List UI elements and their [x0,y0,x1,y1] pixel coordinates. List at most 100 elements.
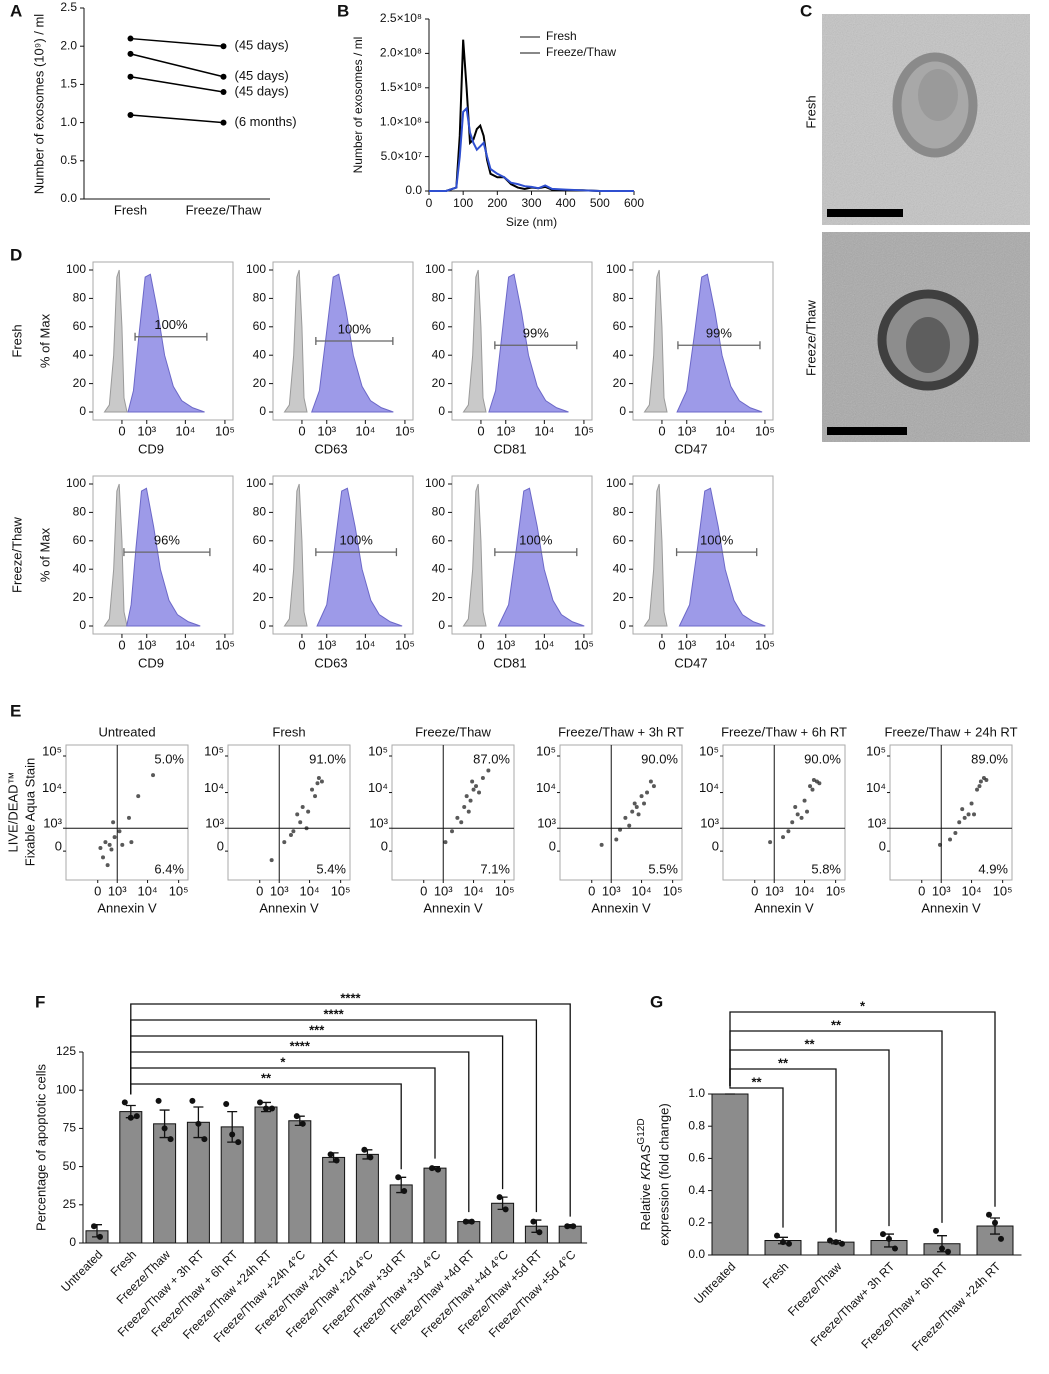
event-dot [632,801,637,806]
data-point [229,1131,236,1138]
data-point [235,1139,242,1146]
event-dot [459,820,464,825]
event-dot [599,842,604,847]
y-tick-label: 2.5×10⁸ [380,11,422,25]
y-tick-label: 20 [73,590,87,604]
bar [355,1153,379,1244]
data-point [462,1218,469,1225]
data-point [299,1120,306,1127]
x-tick-label: 0 [477,423,484,438]
y-tick-label: 40 [73,347,87,361]
plot-frame [559,744,683,881]
plot-title: Freeze/Thaw + 6h RT [721,724,847,739]
row-label: Fresh [9,324,24,357]
x-axis-label: Size (nm) [506,215,557,229]
histogram-area [126,487,201,627]
gate [315,548,398,557]
gate [134,332,208,341]
y-tick-label: 10³ [369,816,388,831]
y-tick-label: 0 [712,839,719,854]
y-tick-label: 2.5 [60,0,77,14]
histogram-area [283,269,308,413]
x-tick-label: 10⁵ [215,637,235,652]
plot-title: Freeze/Thaw [415,724,491,739]
plot-title: Freeze/Thaw + 24h RT [884,724,1017,739]
x-tick-label: 10³ [270,883,289,898]
x-tick-label: 10³ [932,883,951,898]
point [220,89,227,96]
histogram-area [643,483,668,627]
data-point [133,1113,140,1120]
gate [123,548,211,557]
data-point [939,1245,945,1252]
data-point [263,1105,269,1112]
event-dot [282,840,287,845]
event-dot [978,779,983,784]
y-tick-label: 80 [432,291,446,305]
data-point [367,1154,374,1161]
bar [558,1225,582,1244]
y-tick-label: 0 [879,839,886,854]
y-tick-label: 100 [66,262,86,276]
x-axis-label: Annexin V [423,900,483,915]
y-tick-label: 40 [253,561,267,575]
scale-bar [827,209,903,217]
y-tick-label: 20 [432,376,446,390]
y-tick-label: 100 [425,476,445,490]
panel-letter: B [337,1,349,20]
event-dot [101,855,106,860]
x-tick-label: 10⁴ [962,883,982,898]
plot-title: Freeze/Thaw + 3h RT [558,724,684,739]
x-tick-label: 0 [298,637,305,652]
significance-label: **** [323,1006,344,1021]
data-point [998,1235,1004,1242]
series-line [429,39,634,192]
data-point [468,1218,475,1225]
annotation: (6 months) [235,114,297,129]
event-dot [109,847,114,852]
data-point [167,1136,174,1143]
x-axis-label: CD47 [674,441,707,456]
x-tick-label: Untreated [58,1247,105,1294]
y-axis-label-part: G12D [636,1118,647,1144]
histogram-area [462,269,487,413]
data-point [201,1136,208,1143]
point [220,119,227,126]
data-point [886,1235,892,1242]
x-tick-label: 10⁵ [169,883,189,898]
y-tick-label: 0.2 [688,1215,705,1229]
event-dot [291,829,296,834]
event-dot [315,781,320,786]
plot-frame [889,744,1013,881]
x-axis-label: Annexin V [754,900,814,915]
x-tick-label: 10³ [317,423,336,438]
data-point [880,1231,886,1238]
data-point [564,1223,571,1230]
plot-frame [92,261,234,421]
x-tick-label: 10⁵ [215,423,235,438]
y-tick-label: 60 [613,319,627,333]
x-tick-label: 0 [420,883,427,898]
y-tick-label: 60 [73,533,87,547]
event-dot [107,842,112,847]
event-dot [639,794,644,799]
event-dot [319,779,324,784]
y-tick-label: 0.0 [405,183,422,197]
y-tick-label: 20 [613,376,627,390]
y-axis-label: LIVE/DEAD™ [5,772,20,853]
y-tick-label: 0 [259,404,266,418]
x-tick-label: 10³ [765,883,784,898]
event-dot [295,812,300,817]
y-tick-label: 40 [73,561,87,575]
significance-bracket [729,1068,837,1233]
gate-label: 100% [338,321,372,336]
y-tick-label: 0 [259,618,266,632]
y-tick-label: 80 [253,291,267,305]
y-tick-label: 2.0 [60,38,77,52]
point [127,73,134,80]
x-tick-label: 0 [94,883,101,898]
x-tick-label: 10³ [677,637,696,652]
plot-frame [451,475,593,635]
y-axis-label: % of Max [37,313,52,368]
x-tick-label: 10⁵ [993,883,1013,898]
